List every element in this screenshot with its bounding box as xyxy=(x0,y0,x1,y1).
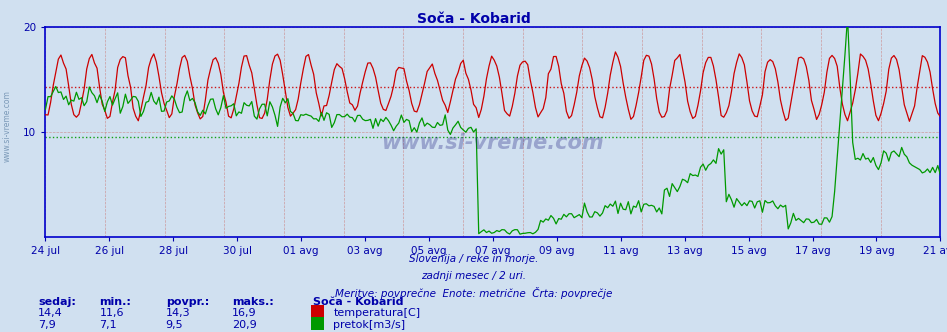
Text: Soča - Kobarid: Soča - Kobarid xyxy=(313,297,403,307)
Text: temperatura[C]: temperatura[C] xyxy=(333,308,420,318)
Text: 11,6: 11,6 xyxy=(99,308,124,318)
Text: 20,9: 20,9 xyxy=(232,320,257,330)
Text: maks.:: maks.: xyxy=(232,297,274,307)
Text: 9,5: 9,5 xyxy=(166,320,184,330)
Text: povpr.:: povpr.: xyxy=(166,297,209,307)
Text: 7,9: 7,9 xyxy=(38,320,56,330)
Text: 14,4: 14,4 xyxy=(38,308,63,318)
Text: min.:: min.: xyxy=(99,297,132,307)
Text: Meritve: povprečne  Enote: metrične  Črta: povprečje: Meritve: povprečne Enote: metrične Črta:… xyxy=(335,287,612,299)
Text: Slovenija / reke in morje.: Slovenija / reke in morje. xyxy=(409,254,538,264)
Text: sedaj:: sedaj: xyxy=(38,297,76,307)
Text: 7,1: 7,1 xyxy=(99,320,117,330)
Text: zadnji mesec / 2 uri.: zadnji mesec / 2 uri. xyxy=(421,271,526,281)
Text: 16,9: 16,9 xyxy=(232,308,257,318)
Text: pretok[m3/s]: pretok[m3/s] xyxy=(333,320,405,330)
Text: 14,3: 14,3 xyxy=(166,308,190,318)
Text: www.si-vreme.com: www.si-vreme.com xyxy=(382,132,604,152)
Text: www.si-vreme.com: www.si-vreme.com xyxy=(3,90,12,162)
Text: Soča - Kobarid: Soča - Kobarid xyxy=(417,12,530,26)
